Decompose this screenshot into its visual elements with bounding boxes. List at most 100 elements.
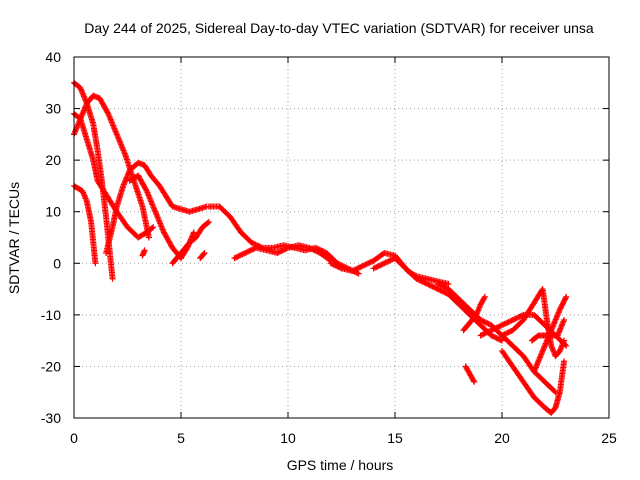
y-tick-label: 0 — [53, 255, 61, 271]
data-point-interp — [497, 322, 504, 329]
series-arc-4 — [71, 92, 152, 241]
data-point-interp — [143, 186, 150, 193]
data-point-interp — [436, 281, 443, 288]
data-point-interp — [496, 323, 503, 330]
data-point — [370, 265, 377, 272]
data-point-interp — [441, 284, 448, 291]
data-point-interp — [426, 282, 433, 289]
x-tick-label: 15 — [387, 430, 403, 446]
data-point — [248, 239, 255, 246]
data-point-interp — [330, 261, 337, 268]
data-point-interp — [379, 260, 386, 267]
data-point-interp — [517, 313, 524, 320]
data-point-interp — [361, 262, 368, 269]
x-tick-label: 20 — [494, 430, 510, 446]
data-point-interp — [490, 326, 497, 333]
data-point-interp — [416, 277, 423, 284]
data-point-interp — [433, 285, 440, 292]
series-arc-16 — [462, 363, 478, 385]
data-point — [92, 260, 99, 267]
data-point-interp — [496, 336, 503, 343]
data-point — [109, 275, 116, 282]
data-point-interp — [492, 334, 499, 341]
data-point — [488, 332, 495, 339]
data-point — [563, 342, 570, 349]
data-point-interp — [489, 333, 496, 340]
data-point-interp — [497, 336, 504, 343]
data-point-interp — [429, 283, 436, 290]
data-point-interp — [432, 284, 439, 291]
data-point-interp — [418, 278, 425, 285]
series-arc-11 — [231, 242, 334, 264]
data-point — [499, 337, 505, 344]
data-point-interp — [333, 262, 340, 269]
grid — [74, 57, 609, 418]
plot-frame — [73, 56, 610, 419]
data-point-interp — [422, 280, 429, 287]
data-point-interp — [504, 329, 511, 336]
data-point-interp — [283, 245, 290, 252]
data-point-interp — [377, 262, 384, 269]
data-point-interp — [329, 260, 336, 267]
data-point-interp — [440, 288, 447, 295]
x-tick-label: 25 — [601, 430, 617, 446]
data-point-interp — [481, 330, 488, 337]
y-tick-label: -10 — [41, 307, 61, 323]
data-point-interp — [378, 261, 385, 268]
data-point-interp — [326, 256, 333, 263]
data-point-interp — [149, 225, 156, 232]
data-point-interp — [310, 246, 317, 253]
data-point-interp — [335, 264, 342, 271]
data-point-interp — [350, 267, 357, 274]
data-point-interp — [428, 282, 435, 289]
data-point-interp — [494, 324, 501, 331]
data-point — [355, 270, 362, 277]
data-point-interp — [367, 258, 374, 265]
data-point-interp — [373, 264, 380, 271]
data-point-interp — [551, 388, 558, 395]
data-point-interp — [482, 319, 489, 326]
data-point-interp — [442, 284, 449, 291]
series-arc-15 — [460, 293, 488, 334]
data-point-interp — [309, 246, 316, 253]
x-axis-label: GPS time / hours — [287, 457, 394, 473]
data-point — [445, 280, 452, 287]
data-point-interp — [204, 219, 211, 226]
data-point-interp — [275, 249, 282, 256]
data-point-interp — [239, 251, 246, 258]
data-point-interp — [357, 264, 364, 271]
data-point — [561, 358, 568, 365]
data-point-interp — [478, 331, 485, 338]
series-arc-5 — [103, 159, 210, 256]
data-point-interp — [248, 246, 255, 253]
data-point-interp — [482, 329, 489, 336]
series-arc-21 — [528, 317, 568, 344]
data-point-interp — [515, 314, 522, 321]
data-point-interp — [385, 258, 392, 265]
data-point-interp — [500, 331, 507, 338]
data-point — [499, 322, 505, 329]
data-point-interp — [250, 246, 257, 253]
data-point-interp — [414, 276, 421, 283]
data-point-interp — [337, 264, 344, 271]
data-point — [477, 332, 484, 339]
data-point — [190, 229, 197, 236]
data-point-interp — [484, 329, 491, 336]
y-axis-label: SDTVAR / TECUs — [6, 182, 22, 294]
data-point — [434, 280, 441, 287]
data-point-interp — [478, 317, 485, 324]
data-point-interp — [500, 321, 507, 328]
data-point-interp — [278, 248, 285, 255]
y-tick-label: 10 — [45, 204, 61, 220]
data-point-interp — [240, 250, 247, 257]
data-point-interp — [244, 248, 251, 255]
data-point-interp — [375, 262, 382, 269]
data-point-interp — [508, 317, 515, 324]
data-point-interp — [334, 263, 341, 270]
data-point — [488, 327, 495, 334]
data-point-interp — [246, 248, 253, 255]
data-point — [477, 317, 484, 324]
data-point-interp — [504, 319, 511, 326]
data-point-interp — [493, 324, 500, 331]
data-point-interp — [513, 315, 520, 322]
